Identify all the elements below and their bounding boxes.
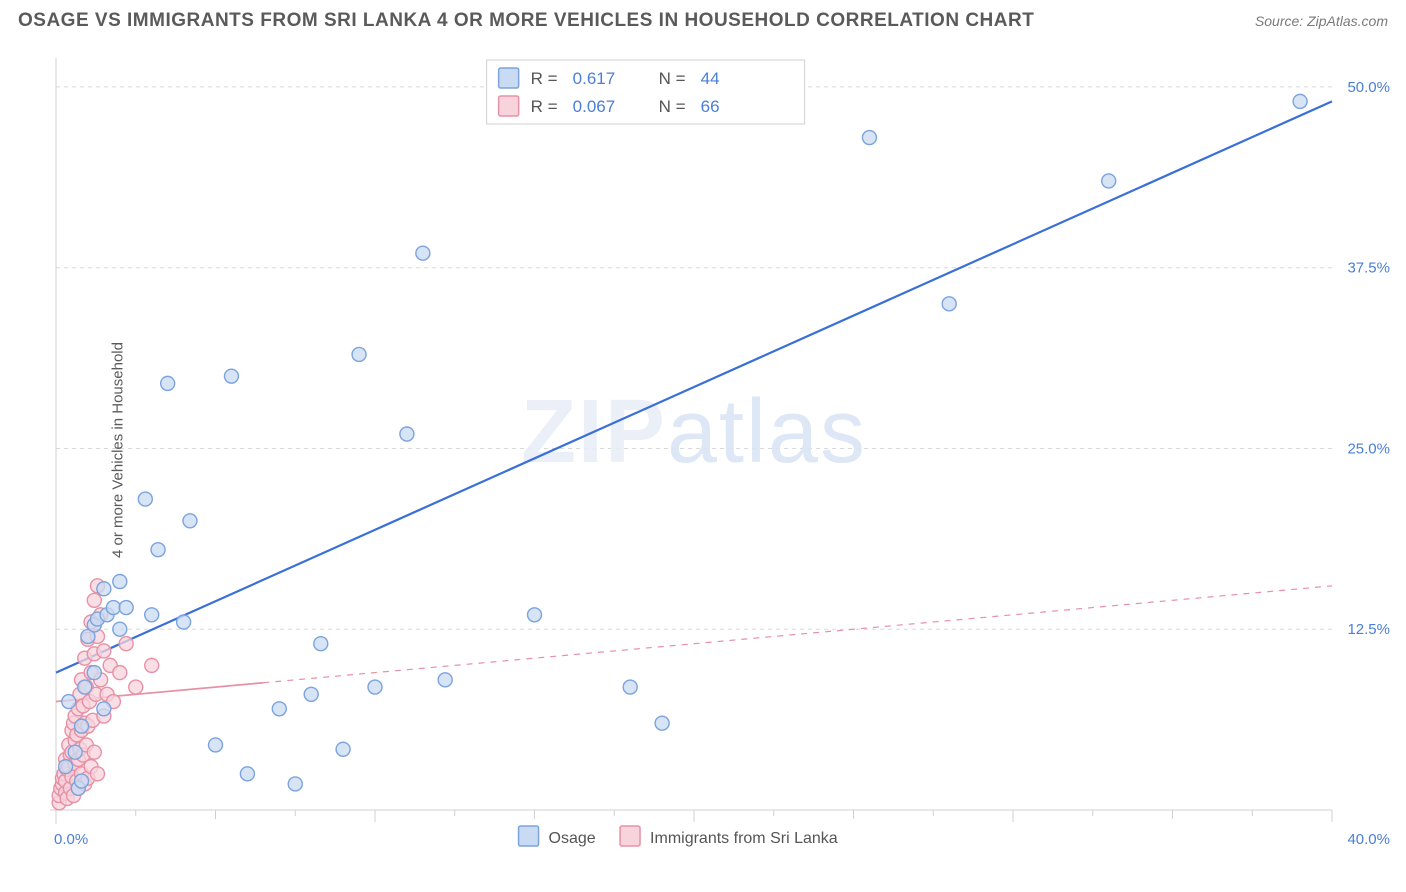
svg-text:44: 44 [701, 69, 720, 88]
svg-text:Osage: Osage [549, 830, 596, 847]
svg-text:0.0%: 0.0% [54, 831, 88, 848]
svg-text:0.067: 0.067 [573, 97, 616, 116]
chart-svg: ZIPatlas 12.5% 25.0% 37.5% 50.0% 0.0% 40.0% R =… [50, 44, 1394, 856]
svg-text:50.0%: 50.0% [1347, 79, 1390, 96]
svg-text:40.0%: 40.0% [1347, 831, 1390, 848]
svg-text:ZIPatlas: ZIPatlas [521, 382, 867, 482]
svg-text:Immigrants from Sri Lanka: Immigrants from Sri Lanka [650, 830, 838, 847]
chart-title: OSAGE VS IMMIGRANTS FROM SRI LANKA 4 OR … [18, 10, 1034, 32]
chart-source: Source: ZipAtlas.com [1255, 13, 1388, 29]
svg-text:N =: N = [659, 69, 686, 88]
svg-text:66: 66 [701, 97, 720, 116]
svg-text:R =: R = [531, 97, 558, 116]
svg-text:0.617: 0.617 [573, 69, 616, 88]
svg-text:R =: R = [531, 69, 558, 88]
svg-text:25.0%: 25.0% [1347, 440, 1390, 457]
svg-text:12.5%: 12.5% [1347, 621, 1390, 638]
svg-text:37.5%: 37.5% [1347, 260, 1390, 277]
plot-area: 4 or more Vehicles in Household ZIPatlas… [50, 44, 1394, 856]
chart-header: OSAGE VS IMMIGRANTS FROM SRI LANKA 4 OR … [0, 0, 1406, 38]
y-axis-label: 4 or more Vehicles in Household [109, 342, 126, 558]
svg-text:N =: N = [659, 97, 686, 116]
